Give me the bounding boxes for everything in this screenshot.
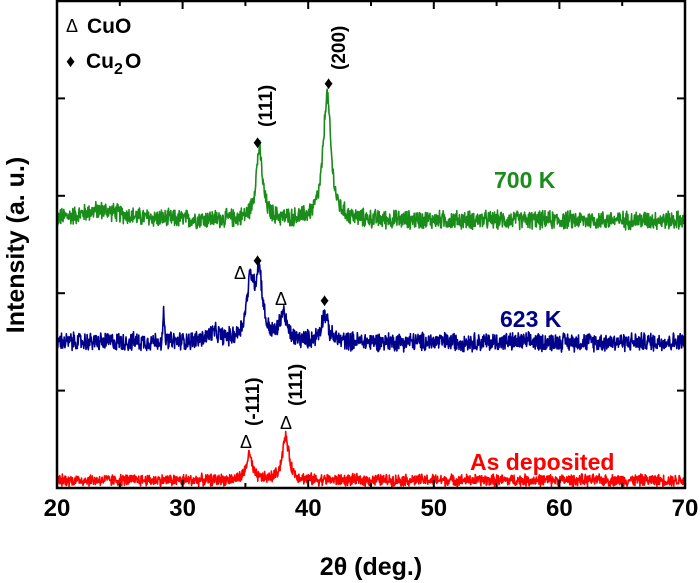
- plot-frame: [55, 0, 687, 490]
- series-label-as-deposited: As deposited: [470, 449, 614, 475]
- peak-marker-700k-111: ♦: [253, 132, 262, 152]
- peak-marker-623k-cu2o-1: ♦: [253, 250, 262, 270]
- x-tick-label: 50: [420, 495, 447, 522]
- x-tick-label: 60: [546, 495, 573, 522]
- peak-marker-asdep-cuo-1: Δ: [240, 432, 252, 452]
- series-label-700k: 700 K: [494, 167, 556, 193]
- series-label-623k: 623 K: [500, 306, 562, 332]
- legend-cuo-label: CuO: [87, 15, 131, 38]
- series-line-as-deposited: [56, 430, 686, 488]
- legend-cuo-symbol: Δ: [66, 16, 78, 36]
- x-tick-label: 40: [295, 495, 322, 522]
- peak-marker-623k-cuo-2: Δ: [275, 289, 287, 309]
- x-tick-label: 20: [44, 495, 71, 522]
- peak-marker-623k-cu2o-2: ♦: [320, 290, 329, 310]
- peak-marker-623k-cuo-1: Δ: [234, 263, 246, 283]
- peak-marker-asdep-cuo-2: Δ: [280, 413, 292, 433]
- y-axis-label: Intensity (a. u.): [2, 157, 30, 333]
- legend-cu2o-text-after: O: [125, 50, 141, 73]
- hkl-label-700k-111: (111): [256, 85, 277, 127]
- legend: Δ CuO ♦ Cu 2 O: [66, 15, 141, 78]
- peak-marker-700k-200: ♦: [324, 73, 333, 93]
- x-tick-label: 70: [672, 495, 699, 522]
- x-axis-label: 2θ (deg.): [320, 553, 422, 581]
- legend-cu2o-symbol: ♦: [66, 51, 75, 71]
- series-line-700-k: [56, 88, 686, 231]
- legend-cu2o-subscript: 2: [114, 61, 123, 78]
- series-layer: [56, 88, 686, 488]
- ticks-layer: 20 30 40 50 60 70: [44, 1, 699, 522]
- series-line-623-k: [56, 260, 686, 353]
- hkl-label-asdep-111: (111): [286, 364, 307, 406]
- x-tick-label: 30: [169, 495, 196, 522]
- hkl-label-asdep-m111: (-111): [243, 377, 264, 426]
- hkl-label-700k-200: (200): [329, 26, 350, 70]
- legend-cu2o-text: Cu: [86, 50, 114, 73]
